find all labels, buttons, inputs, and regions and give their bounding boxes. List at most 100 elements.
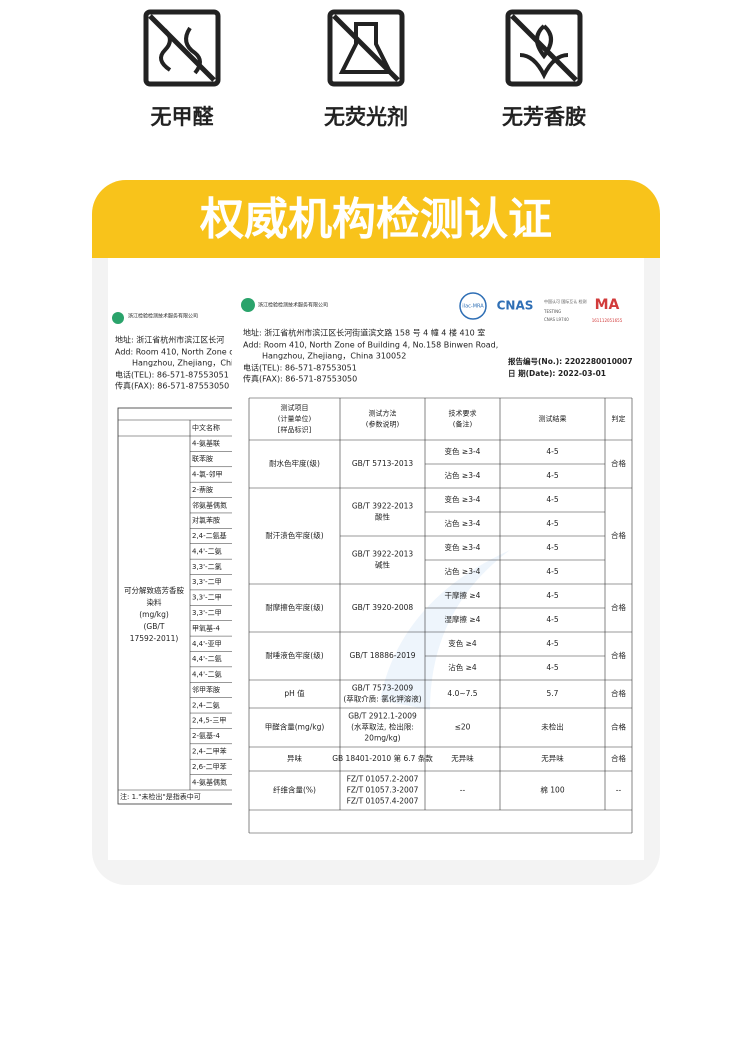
address-line: Add: Room 410, North Zone of Building 4,…	[243, 341, 498, 350]
substance: 甲氧基-4	[192, 623, 221, 632]
test-item: 异味	[287, 753, 302, 763]
test-item: 耐摩擦色牢度(级)	[265, 602, 323, 612]
substance: 联苯胺	[192, 454, 213, 463]
feature-label: 无荧光剂	[324, 105, 408, 129]
address-line: 电话(TEL): 86-571-87553051	[115, 370, 229, 380]
test-method: GB 18401-2010 第 6.7 条款	[332, 753, 433, 763]
test-item: 耐唾液色牢度(级)	[265, 650, 323, 660]
substance: 3,3'-二氯	[192, 562, 222, 571]
column-header: [样品标识]	[278, 425, 312, 434]
result: 4-5	[546, 639, 558, 648]
verdict: 合格	[611, 458, 626, 468]
result: 4-5	[546, 543, 558, 552]
cert-mark: TESTING	[543, 309, 561, 314]
address-line: Hangzhou, Zhejiang，China 310052	[262, 352, 406, 361]
cert-mark: 中国认可 国际互认 检测	[544, 298, 587, 304]
substance: 4-氯-邻甲	[192, 469, 223, 478]
front-report-sheet	[232, 285, 642, 845]
verdict: 合格	[611, 722, 626, 732]
address-line: 传真(FAX): 86-571-87553050	[243, 374, 357, 384]
substance: 3,3'-二甲	[192, 578, 222, 586]
requirement: 干摩擦 ≥4	[445, 590, 481, 600]
substance: 2-氨基-4	[192, 731, 221, 740]
requirement: 沾色 ≥3-4	[445, 470, 481, 480]
substance: 2,4-二氨基	[192, 531, 227, 540]
note: 注: 1."未检出"是指表中可	[120, 792, 201, 801]
test-method: FZ/T 01057.2-2007	[347, 775, 419, 784]
cert-mark: MA	[595, 297, 620, 313]
test-method: (萃取介质: 氯化钾溶液)	[343, 694, 421, 704]
result: 4-5	[546, 591, 558, 600]
report-no: 报告编号(No.): 2202280010007	[508, 356, 633, 366]
result: 4-5	[546, 663, 558, 672]
address-line: Hangzhou, Zhejiang，Chi	[132, 359, 233, 368]
substance: 4,4'-亚甲	[192, 640, 222, 648]
result: 4-5	[546, 519, 558, 528]
test-method: GB/T 2912.1-2009	[348, 712, 417, 721]
test-item: 纤维含量(%)	[273, 785, 316, 795]
result: 4-5	[546, 615, 558, 624]
group-label: 染料	[147, 597, 162, 607]
result: 4-5	[546, 567, 558, 576]
ilac-badge	[459, 292, 487, 320]
substance: 2,6-二甲苯	[192, 762, 227, 771]
test-method: GB/T 7573-2009	[352, 684, 414, 693]
test-method: GB/T 3920-2008	[352, 603, 414, 612]
verdict: 合格	[611, 530, 626, 540]
banner	[92, 180, 660, 258]
substance: 4-氨基联	[192, 439, 220, 448]
test-item: 耐汗渍色牢度(级)	[265, 530, 323, 540]
feature-label: 无甲醛	[151, 105, 215, 129]
substance: 3,3'-二甲	[192, 609, 222, 617]
requirement: 变色 ≥4	[448, 638, 477, 648]
table-frame	[117, 407, 232, 805]
column-header: (计量单位)	[278, 414, 312, 423]
test-method: FZ/T 01057.3-2007	[347, 786, 419, 795]
substance: 4,4'-二氨	[192, 654, 222, 663]
result: 4-5	[546, 471, 558, 480]
requirement: 变色 ≥3-4	[445, 446, 481, 456]
column-header: 技术要求	[449, 409, 477, 418]
column-header: (备注)	[453, 420, 473, 429]
address-line: 电话(TEL): 86-571-87553051	[243, 363, 357, 373]
banner-title: 权威机构检测认证	[199, 194, 552, 245]
logo	[112, 312, 124, 324]
column-header: 测试项目	[281, 403, 309, 412]
verdict: 合格	[611, 602, 626, 612]
address-line: 地址: 浙江省杭州市滨江区长河	[115, 335, 224, 345]
verdict: --	[616, 786, 622, 795]
test-method: FZ/T 01057.4-2007	[347, 797, 419, 806]
logo	[241, 298, 255, 312]
requirement: 沾色 ≥3-4	[445, 518, 481, 528]
test-item: pH 值	[284, 688, 305, 698]
result: 棉 100	[540, 785, 564, 795]
address-line: 地址: 浙江省杭州市滨江区长河街道滨文路 158 号 4 幢 4 楼 410 室	[243, 328, 485, 338]
substance: 4,4'-二氨	[192, 546, 222, 555]
column-header: (参数说明)	[366, 420, 400, 429]
requirement: 变色 ≥3-4	[445, 542, 481, 552]
org-name: 浙江检验检测技术服务有限公司	[128, 313, 198, 320]
test-method: 碱性	[375, 560, 390, 570]
report-date: 日 期(Date): 2022-03-01	[508, 368, 606, 378]
result: 未检出	[541, 722, 564, 732]
result: 4-5	[546, 447, 558, 456]
requirement: --	[460, 786, 466, 795]
group-label: 可分解致癌芳香胺	[124, 585, 184, 595]
test-method: GB/T 5713-2013	[352, 459, 414, 468]
substance: 4,4'-二氨	[192, 670, 222, 679]
verdict: 合格	[611, 753, 626, 763]
requirement: 沾色 ≥4	[448, 662, 477, 672]
substance: 2,4,5-三甲	[192, 717, 226, 725]
requirement: 无异味	[451, 753, 474, 763]
cert-mark: ilac-MRA	[462, 304, 484, 310]
substance: 2,4-二氨	[192, 700, 220, 709]
column-header: 测试结果	[539, 414, 567, 423]
watermark	[380, 550, 510, 710]
test-method: (水萃取法, 检出限:	[351, 722, 414, 732]
substance: 2-萘胺	[192, 485, 213, 494]
cert-mark: 161112051655	[592, 318, 623, 323]
verdict: 合格	[611, 688, 626, 698]
column-header: 测试方法	[369, 409, 397, 418]
